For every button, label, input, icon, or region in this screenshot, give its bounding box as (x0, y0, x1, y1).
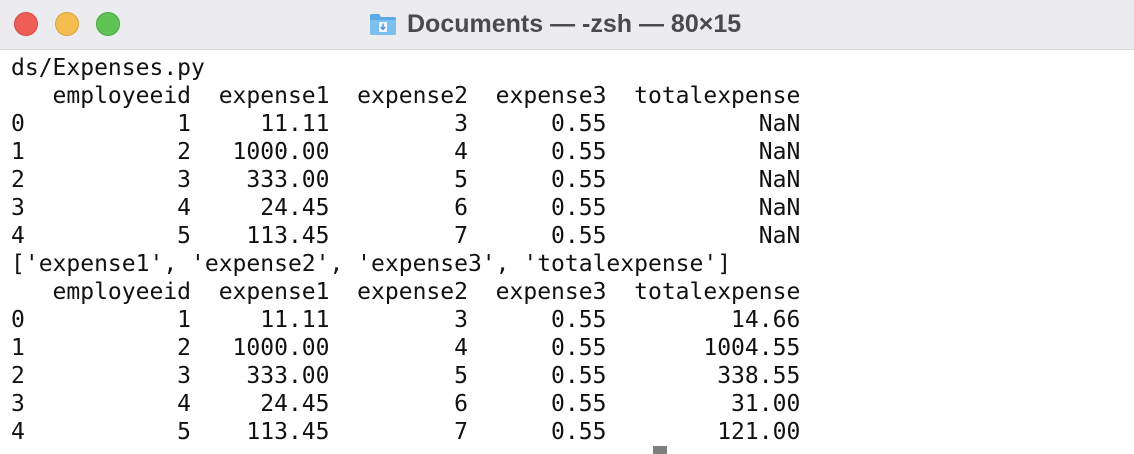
terminal-line: 4 5 113.45 7 0.55 NaN (11, 223, 801, 249)
terminal-line: ['expense1', 'expense2', 'expense3', 'to… (11, 251, 732, 277)
terminal-line: 0 1 11.11 3 0.55 14.66 (11, 307, 801, 333)
terminal-cursor (653, 446, 667, 454)
terminal-line: 2 3 333.00 5 0.55 NaN (11, 167, 801, 193)
terminal-line: 3 4 24.45 6 0.55 NaN (11, 195, 801, 221)
folder-icon (370, 14, 396, 35)
minimize-button[interactable] (55, 12, 79, 36)
terminal-line: 1 2 1000.00 4 0.55 NaN (11, 139, 801, 165)
window-title: Documents — -zsh — 80×15 (407, 9, 742, 38)
maximize-button[interactable] (96, 12, 120, 36)
window-title-group: Documents — -zsh — 80×15 (368, 6, 741, 42)
terminal-line: ds/Expenses.py (11, 55, 205, 81)
terminal-output[interactable]: ds/Expenses.py employeeid expense1 expen… (0, 54, 1134, 454)
terminal-line: 3 4 24.45 6 0.55 31.00 (11, 391, 801, 417)
terminal-line: employeeid expense1 expense2 expense3 to… (11, 279, 801, 305)
terminal-line: 1 2 1000.00 4 0.55 1004.55 (11, 335, 801, 361)
terminal-line: employeeid expense1 expense2 expense3 to… (11, 83, 801, 109)
close-button[interactable] (14, 12, 38, 36)
terminal-line: 4 5 113.45 7 0.55 121.00 (11, 419, 801, 445)
terminal-line: 2 3 333.00 5 0.55 338.55 (11, 363, 801, 389)
terminal-line: 0 1 11.11 3 0.55 NaN (11, 111, 801, 137)
title-bar[interactable]: Documents — -zsh — 80×15 (0, 0, 1134, 50)
